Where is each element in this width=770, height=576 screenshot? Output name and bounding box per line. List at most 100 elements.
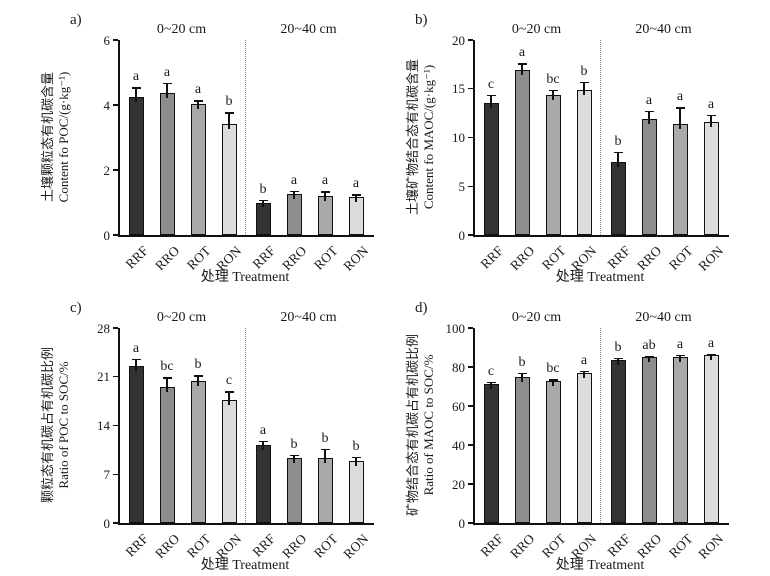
y-tick-label: 28 bbox=[97, 320, 110, 336]
bar-rot bbox=[545, 94, 561, 235]
error-bar bbox=[197, 100, 199, 110]
significance-letter: a bbox=[321, 173, 329, 189]
significance-letter: a bbox=[132, 340, 140, 356]
significance-letter: b bbox=[321, 431, 329, 447]
significance-letter: a bbox=[194, 82, 202, 98]
x-axis-spine bbox=[473, 235, 729, 237]
y-tick-mark bbox=[468, 444, 473, 446]
error-bar bbox=[552, 89, 554, 100]
depth-header-0-20: 0~20 cm bbox=[156, 310, 207, 325]
error-bar-cap bbox=[613, 152, 623, 154]
y-tick-label: 0 bbox=[103, 515, 111, 531]
error-bar bbox=[521, 372, 523, 383]
y-tick-mark bbox=[113, 169, 118, 171]
significance-letter: a bbox=[163, 64, 171, 80]
y-tick-mark bbox=[113, 234, 118, 236]
y-tick-mark bbox=[468, 234, 473, 236]
significance-letter: bc bbox=[546, 361, 560, 377]
panel-letter-b: b) bbox=[415, 12, 428, 28]
panel-letter-a: a) bbox=[70, 12, 82, 28]
bar-rro bbox=[641, 118, 657, 235]
error-bar-cap bbox=[131, 87, 141, 89]
y-tick-label: 6 bbox=[103, 32, 111, 48]
y-tick-label: 20 bbox=[452, 32, 465, 48]
error-bar-cap bbox=[579, 370, 589, 372]
bar-rot bbox=[190, 380, 206, 523]
significance-letter: a bbox=[352, 176, 360, 192]
error-bar bbox=[583, 81, 585, 95]
subplot-b: b) 土壤矿物结合态有机碳含量 Content fo MAOC/(g·kg⁻¹)… bbox=[385, 0, 770, 288]
error-bar-cap bbox=[193, 375, 203, 377]
y-tick-mark bbox=[113, 473, 118, 475]
subplot-a: a) 土壤颗粒态有机碳含量 Content fo POC/(g·kg⁻¹) 0~… bbox=[0, 0, 385, 288]
error-bar bbox=[679, 354, 681, 363]
bar-ron bbox=[221, 123, 237, 235]
x-tick-label: ROT bbox=[665, 531, 696, 561]
y-tick-mark bbox=[113, 104, 118, 106]
bar-rro bbox=[286, 194, 302, 235]
error-bar-cap bbox=[517, 63, 527, 65]
significance-letter: a bbox=[707, 336, 715, 352]
y-tick-label: 5 bbox=[458, 178, 466, 194]
error-bar bbox=[135, 358, 137, 371]
y-tick-mark bbox=[468, 136, 473, 139]
x-tick-label: ROT bbox=[310, 243, 341, 273]
y-tick-label: 4 bbox=[103, 97, 111, 113]
subplot-d: d) 矿物结合态有机碳占有机碳比例 Ratio of MAOC to SOC/%… bbox=[385, 288, 770, 576]
error-bar-cap bbox=[675, 107, 685, 109]
plot-area-d: 0 20 40 60 80 100 c RRF b RRO bc ROT a RON b RRF ab RRO a R… bbox=[385, 288, 770, 576]
y-tick-label: 0 bbox=[458, 515, 466, 531]
bar-ron bbox=[576, 89, 592, 235]
error-bar-cap bbox=[320, 191, 330, 193]
bar-ron bbox=[221, 399, 237, 523]
depth-header-0-20: 0~20 cm bbox=[511, 310, 562, 325]
y-tick-mark bbox=[468, 483, 473, 485]
significance-letter: a bbox=[676, 89, 684, 105]
error-bar bbox=[679, 107, 681, 129]
error-bar bbox=[262, 440, 264, 450]
significance-letter: a bbox=[580, 352, 588, 368]
bar-rrf bbox=[128, 96, 144, 235]
x-axis-title-a: 处理 Treatment bbox=[200, 270, 290, 285]
x-tick-label: RRO bbox=[152, 531, 183, 562]
significance-letter: b bbox=[290, 436, 298, 452]
y-tick-mark bbox=[468, 88, 473, 90]
error-bar bbox=[262, 199, 264, 208]
depth-header-20-40: 20~40 cm bbox=[280, 22, 337, 37]
depth-divider-line bbox=[245, 328, 246, 523]
x-tick-label: RRO bbox=[152, 243, 183, 274]
error-bar bbox=[135, 87, 137, 102]
error-bar bbox=[617, 152, 619, 167]
error-bar-cap bbox=[613, 357, 623, 359]
x-axis-title-d: 处理 Treatment bbox=[555, 558, 645, 573]
bar-rot bbox=[672, 123, 688, 235]
error-bar-cap bbox=[224, 391, 234, 393]
depth-header-20-40: 20~40 cm bbox=[635, 310, 692, 325]
bar-rot bbox=[190, 104, 206, 235]
x-tick-label: RON bbox=[340, 531, 372, 562]
error-bar-cap bbox=[224, 112, 234, 114]
bar-rrf bbox=[610, 161, 626, 235]
plot-area-c: 0 7 14 21 28 a RRF bc RRO b ROT c RON a RRF b RRO b ROT b RO… bbox=[0, 288, 385, 576]
error-bar bbox=[521, 63, 523, 76]
bar-rro bbox=[514, 377, 530, 523]
bar-ron bbox=[703, 121, 719, 235]
x-tick-label: RON bbox=[340, 243, 372, 274]
y-tick-mark bbox=[113, 327, 118, 329]
error-bar bbox=[648, 355, 650, 363]
error-bar bbox=[490, 381, 492, 389]
significance-letter: b bbox=[518, 354, 526, 370]
bar-rrf bbox=[483, 103, 499, 235]
significance-letter: b bbox=[614, 134, 622, 150]
bar-rrf bbox=[483, 383, 499, 523]
error-bar-cap bbox=[579, 81, 589, 84]
y-tick-mark bbox=[113, 424, 118, 427]
error-bar bbox=[197, 375, 199, 386]
error-bar-cap bbox=[289, 454, 299, 457]
error-bar-cap bbox=[351, 194, 361, 196]
y-tick-label: 0 bbox=[458, 227, 466, 243]
error-bar-cap bbox=[644, 355, 654, 358]
bar-rro bbox=[159, 93, 175, 235]
significance-letter: a bbox=[518, 45, 526, 61]
error-bar bbox=[583, 370, 585, 379]
